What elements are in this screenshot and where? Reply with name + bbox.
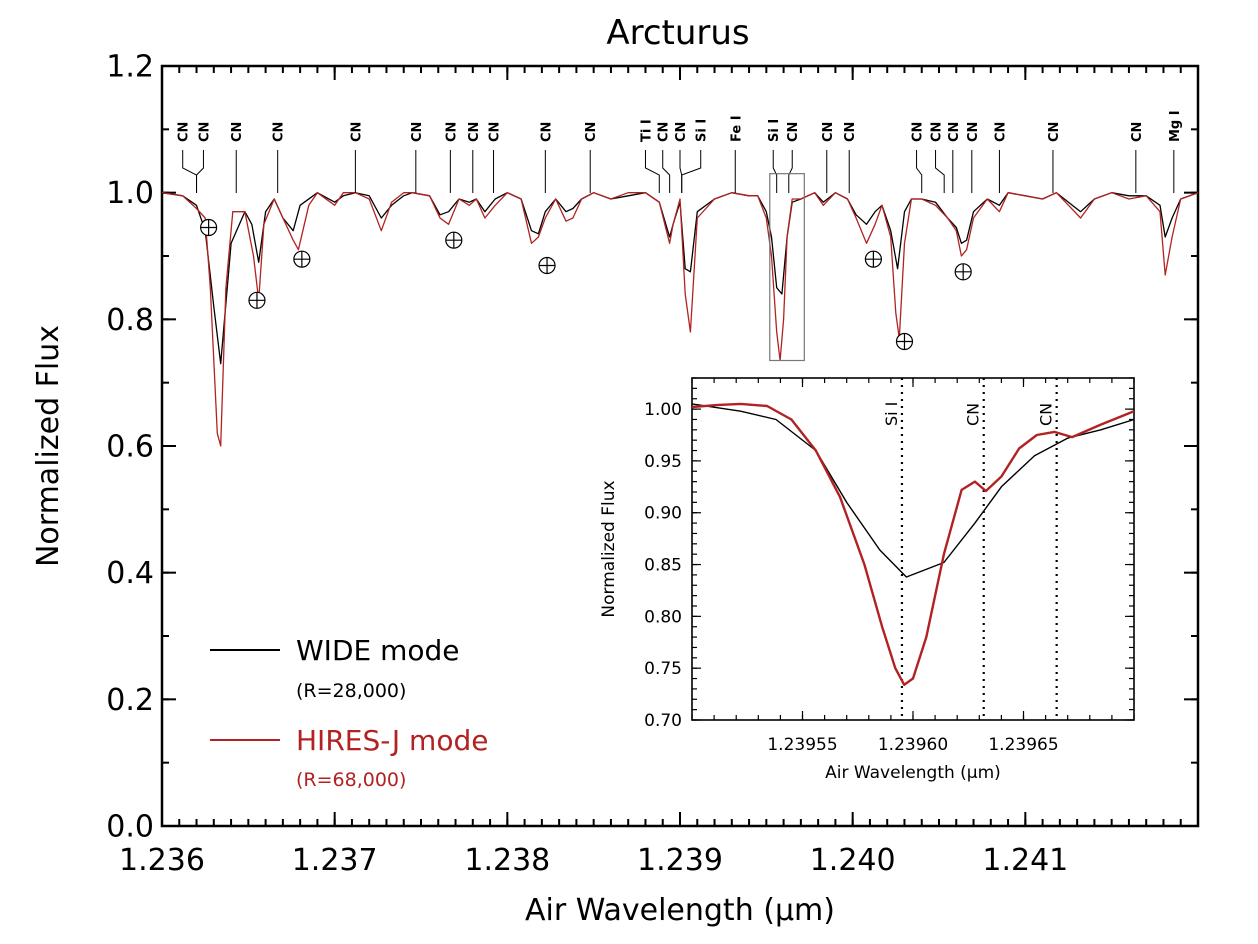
x-tick-label: 1.23960	[878, 735, 948, 755]
zoom-region-box	[769, 173, 805, 362]
series-line-wide-mode	[692, 403, 1134, 578]
line-id-label: CN	[786, 122, 801, 142]
line-id-marker	[662, 150, 671, 193]
x-tick-label: 1.23965	[988, 735, 1058, 755]
inset-background	[692, 378, 1134, 720]
legend-label-hires: HIRES-J mode	[296, 724, 488, 757]
line-id-marker	[644, 150, 660, 193]
inset-marker-label: CN	[1037, 403, 1056, 426]
y-tick-label: 0.75	[644, 659, 682, 679]
line-id-label: CN	[966, 122, 981, 142]
line-id-label: CN	[410, 122, 425, 142]
y-axis-title: Normalized Flux	[31, 325, 66, 567]
line-id-label: CN	[993, 122, 1008, 142]
line-id-marker	[772, 150, 778, 193]
line-id-label: Si I	[767, 119, 782, 142]
line-id-label: Ti I	[639, 119, 654, 142]
y-tick-label: 0.2	[106, 683, 154, 718]
main-plot-series	[162, 192, 1198, 447]
y-tick-label: 0.8	[106, 303, 154, 338]
line-id-label: CN	[657, 122, 672, 142]
line-id-label: CN	[584, 122, 599, 142]
line-id-label: Si I	[695, 119, 710, 142]
inset-marker-label: CN	[964, 403, 983, 426]
x-tick-label: 1.240	[810, 843, 896, 878]
series-line-wide-mode	[162, 192, 1198, 365]
y-tick-label: 0.4	[106, 556, 154, 591]
legend-sublabel-hires: (R=68,000)	[296, 769, 406, 791]
y-tick-label: 0.95	[644, 452, 682, 472]
inset-plot-series	[692, 402, 1134, 686]
legend-label-wide: WIDE mode	[296, 634, 460, 667]
line-id-label: Mg I	[1168, 110, 1183, 142]
x-tick-label: 1.239	[637, 843, 723, 878]
y-axis-title: Normalized Flux	[599, 480, 619, 617]
telluric-marker	[293, 250, 311, 268]
line-identifications: CN CN CN CN CN CN CN CN CN CN CN Ti I CN CN Si I Fe I Si…	[177, 110, 1183, 193]
line-id-label: CN	[674, 122, 689, 142]
line-id-label: CN	[1047, 122, 1062, 142]
line-id-marker	[916, 150, 923, 193]
x-tick-label: 1.23955	[767, 735, 837, 755]
line-id-label: CN	[177, 122, 192, 142]
legend: WIDE mode (R=28,000) HIRES-J mode (R=68,…	[210, 634, 488, 791]
y-tick-label: 0.85	[644, 555, 682, 575]
y-tick-label: 0.0	[106, 810, 154, 845]
line-id-label: CN	[488, 122, 503, 142]
line-id-marker	[788, 150, 793, 193]
line-id-marker	[182, 150, 198, 193]
line-id-label: CN	[1130, 122, 1145, 142]
x-tick-label: 1.236	[119, 843, 205, 878]
line-id-label: Fe I	[729, 115, 744, 142]
series-line-hires-j-mode	[162, 192, 1198, 447]
series-line-hires-j-mode	[692, 402, 1134, 686]
telluric-marker	[954, 263, 972, 281]
y-tick-label: 0.90	[644, 504, 682, 524]
y-tick-label: 0.70	[644, 711, 682, 731]
line-id-label: CN	[349, 122, 364, 142]
line-id-marker	[681, 150, 702, 193]
y-tick-label: 1.00	[644, 400, 682, 420]
legend-sublabel-wide: (R=28,000)	[296, 680, 406, 702]
telluric-marker	[248, 291, 266, 309]
inset-marker-label: Si I	[882, 402, 901, 426]
line-id-label: CN	[467, 122, 482, 142]
line-id-label: CN	[230, 122, 245, 142]
x-axis-title: Air Wavelength (μm)	[525, 893, 835, 928]
line-id-marker	[935, 150, 945, 193]
x-tick-label: 1.237	[292, 843, 378, 878]
x-axis-title: Air Wavelength (μm)	[825, 763, 1001, 783]
y-tick-label: 0.6	[106, 430, 154, 465]
y-tick-label: 1.0	[106, 176, 154, 211]
line-id-label: CN	[947, 122, 962, 142]
line-id-label: CN	[843, 122, 858, 142]
main-plot-axes: 1.236 1.237 1.238 1.239 1.240 1.241 0.0 0.2 0.4 0…	[31, 50, 1200, 928]
y-tick-label: 0.80	[644, 607, 682, 627]
telluric-marker	[538, 256, 556, 275]
telluric-marker	[200, 218, 218, 237]
line-id-label: CN	[930, 122, 945, 142]
line-id-label: CN	[911, 122, 926, 142]
chart-title: Arcturus	[606, 13, 749, 53]
y-tick-label: 1.2	[106, 50, 154, 85]
line-id-label: CN	[444, 122, 459, 142]
telluric-marker	[445, 231, 463, 249]
line-id-marker	[196, 150, 204, 193]
line-id-label: CN	[539, 122, 554, 142]
x-tick-label: 1.238	[464, 843, 550, 878]
line-id-label: CN	[197, 122, 212, 142]
line-id-label: CN	[821, 122, 836, 142]
inset-plot-axes: 1.23955 1.23960 1.23965 0.70 0.75 0.80 0.85 0.9…	[599, 377, 1135, 783]
line-id-label: CN	[272, 122, 287, 142]
telluric-marker	[895, 332, 914, 351]
telluric-marker	[864, 250, 882, 268]
telluric-markers	[200, 218, 972, 351]
x-tick-label: 1.241	[982, 843, 1068, 878]
